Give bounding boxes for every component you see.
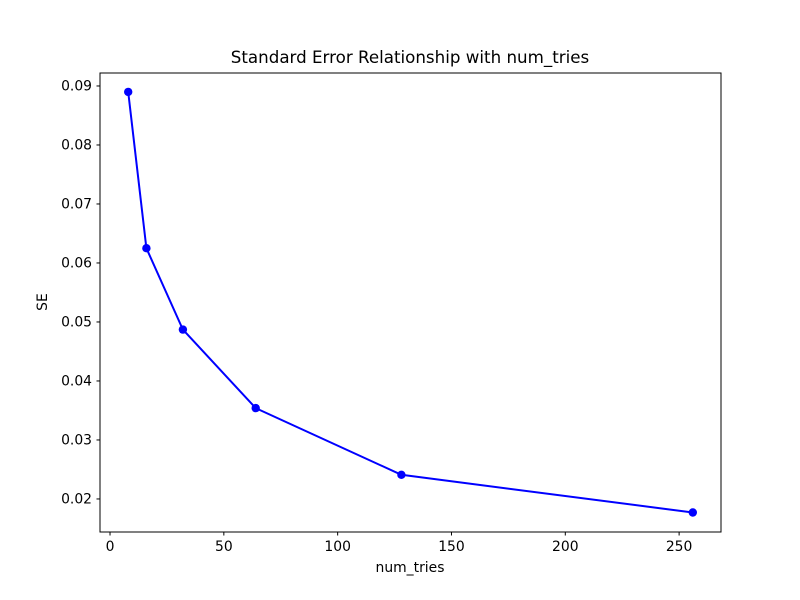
y-tick-label: 0.03 (61, 432, 92, 448)
data-point-marker (178, 325, 188, 334)
y-tick-label: 0.05 (61, 314, 92, 330)
x-tick-label: 0 (106, 539, 115, 555)
y-tick-label: 0.06 (61, 255, 92, 271)
y-tick-label: 0.09 (61, 78, 92, 94)
x-axis-label: num_tries (376, 560, 445, 576)
data-point-marker (397, 470, 406, 479)
plot-frame (99, 72, 722, 533)
y-tick-label: 0.08 (61, 137, 92, 153)
x-tick-label: 200 (552, 539, 579, 555)
y-axis-ticks: 0.02 0.03 0.04 0.05 0.06 0.07 0.08 0.09 (61, 78, 100, 507)
data-point-marker (124, 87, 133, 97)
data-point-marker (688, 508, 697, 517)
x-tick-label: 50 (215, 539, 233, 555)
x-tick-label: 250 (666, 539, 693, 555)
x-axis-ticks: 0 50 100 150 200 250 (106, 532, 693, 555)
x-tick-label: 100 (324, 539, 351, 555)
data-series (124, 87, 697, 517)
chart-title: Standard Error Relationship with num_tri… (231, 47, 589, 68)
data-point-marker (251, 403, 260, 413)
series-line (127, 90, 694, 514)
y-tick-label: 0.04 (61, 373, 92, 389)
y-tick-label: 0.02 (61, 491, 92, 507)
data-point-marker (142, 244, 151, 253)
x-tick-label: 150 (438, 539, 465, 555)
y-tick-label: 0.07 (61, 196, 92, 212)
y-axis-label: SE (35, 293, 51, 311)
